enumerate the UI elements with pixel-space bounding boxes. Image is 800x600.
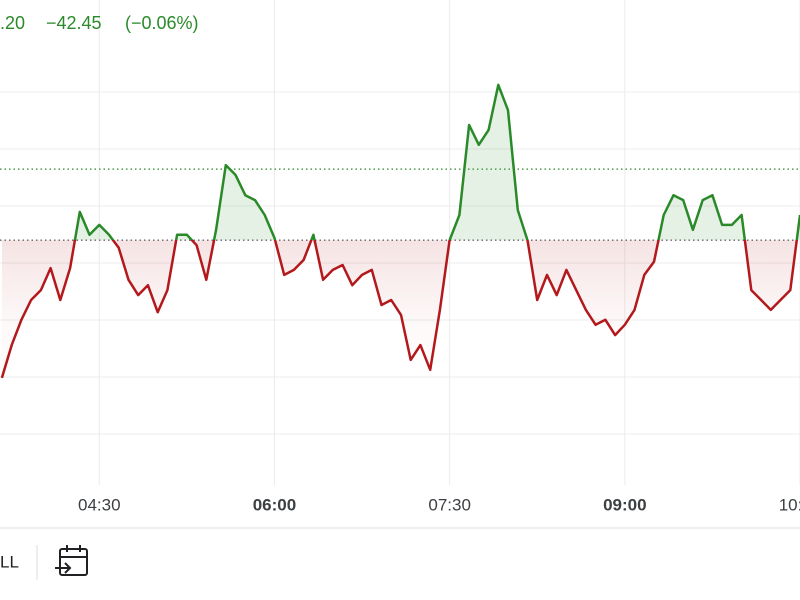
x-tick-label: 10:30: [779, 495, 800, 514]
area: [1, 84, 800, 378]
price-line: [0, 83, 800, 379]
x-tick-label: 06:00: [253, 495, 296, 514]
x-tick-label: 07:30: [428, 495, 471, 514]
range-button[interactable]: LL: [0, 552, 19, 571]
x-tick-label: 04:30: [78, 495, 121, 514]
price-fragment: .20: [0, 13, 25, 33]
x-tick-label: 09:00: [603, 495, 646, 514]
price-change: −42.45: [46, 13, 102, 33]
price-change-percent: (−0.06%): [125, 13, 199, 33]
calendar-button[interactable]: [55, 545, 88, 576]
